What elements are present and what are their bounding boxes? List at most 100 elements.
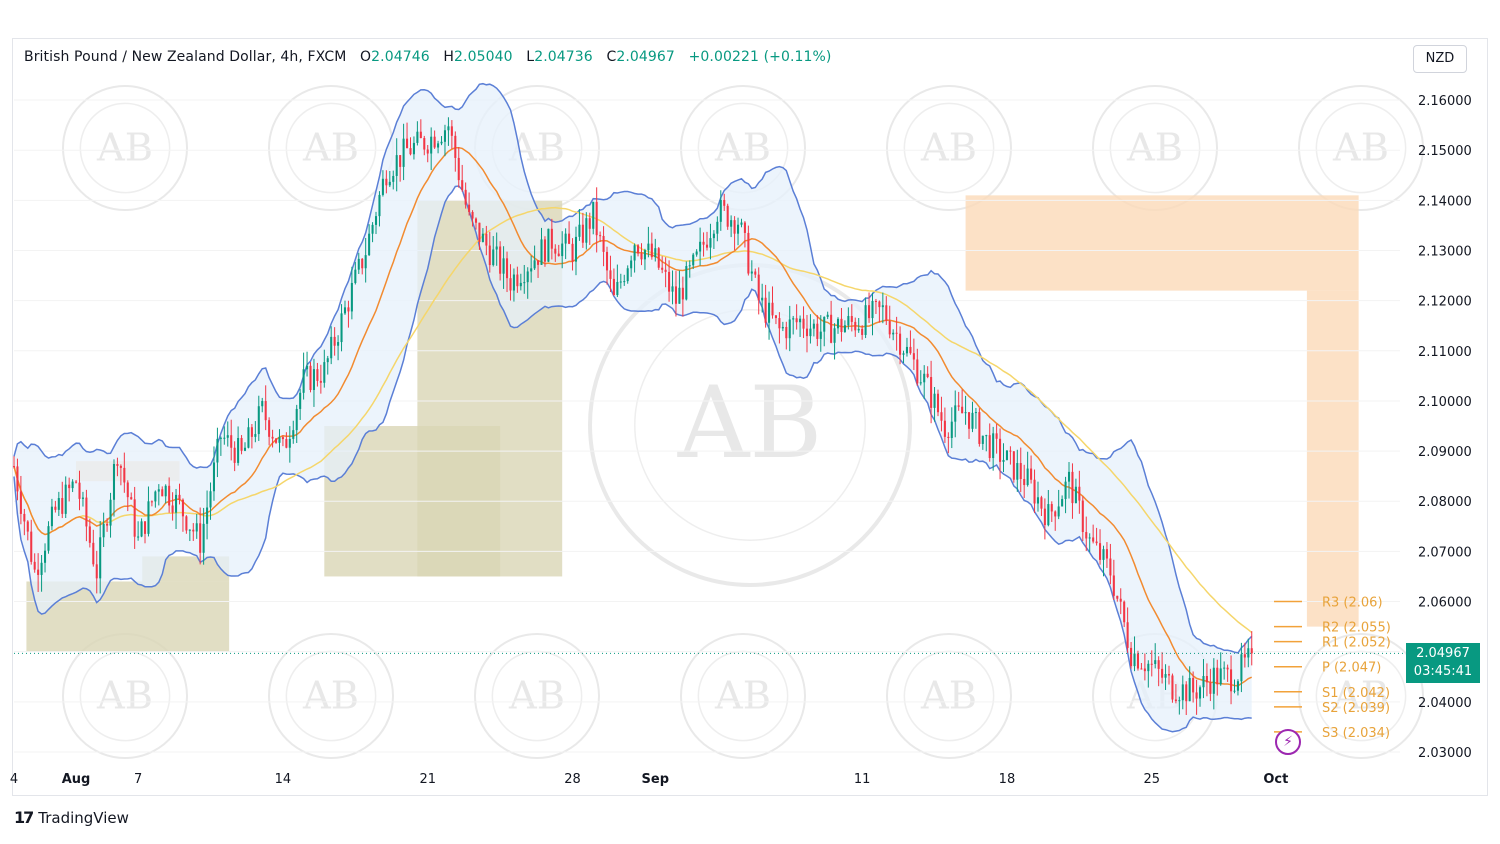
candle-body <box>864 305 867 335</box>
candle-body <box>1019 463 1022 480</box>
candle-body <box>992 433 995 459</box>
candle-body <box>774 315 777 319</box>
candle-body <box>116 464 119 466</box>
candle-body <box>695 251 698 255</box>
candle-body <box>692 254 695 266</box>
y-tick-label: 2.06000 <box>1418 596 1472 611</box>
candle-body <box>188 529 191 531</box>
candle-body <box>554 248 557 254</box>
watermark-logo: AB <box>920 125 977 170</box>
candle-body <box>547 228 550 262</box>
candle-body <box>199 523 202 553</box>
candle-body <box>847 316 850 326</box>
candle-body <box>488 245 491 266</box>
candle-body <box>1005 450 1008 460</box>
candle-body <box>1023 479 1026 486</box>
candle-body <box>799 318 802 323</box>
candle-body <box>509 278 512 291</box>
candle-body <box>1192 677 1195 693</box>
candle-body <box>261 401 264 407</box>
candle-body <box>1119 598 1122 602</box>
candle-body <box>316 369 319 381</box>
candle-body <box>206 507 209 524</box>
candle-body <box>985 435 988 437</box>
candle-body <box>54 506 57 510</box>
candle-body <box>254 434 257 437</box>
candle-body <box>1061 499 1064 507</box>
candle-body <box>1043 508 1046 526</box>
candle-body <box>247 427 250 448</box>
currency-selector[interactable]: NZD <box>1413 45 1467 73</box>
candle-body <box>292 430 295 439</box>
candle-body <box>485 233 488 246</box>
candle-body <box>950 421 953 439</box>
candle-body <box>478 222 481 242</box>
candle-body <box>461 180 464 190</box>
candle-body <box>57 498 60 510</box>
brand-name: TradingView <box>38 808 129 827</box>
candle-body <box>326 358 329 363</box>
candle-body <box>499 246 502 274</box>
watermark-logo: AB <box>714 125 771 170</box>
candle-body <box>1012 451 1015 480</box>
candle-body <box>1136 653 1140 669</box>
candle-body <box>1105 549 1108 559</box>
y-tick-label: 2.08000 <box>1418 495 1472 510</box>
candle-body <box>1167 674 1171 676</box>
candle-body <box>1230 669 1233 692</box>
candle-body <box>1174 699 1177 702</box>
candle-body <box>557 253 560 257</box>
candle-body <box>371 224 374 234</box>
candle-body <box>240 438 243 451</box>
candle-body <box>674 286 678 304</box>
candle-body <box>12 466 16 468</box>
candle-body <box>175 494 178 513</box>
candle-body <box>899 333 902 355</box>
candle-body <box>1009 450 1012 452</box>
candle-body <box>954 405 957 422</box>
lightning-icon[interactable]: ⚡ <box>1275 729 1301 755</box>
candle-body <box>537 260 540 265</box>
candle-body <box>92 542 95 565</box>
candle-body <box>202 523 205 553</box>
candle-body <box>388 181 391 186</box>
watermark-ring <box>268 633 394 759</box>
candle-body <box>1143 668 1146 672</box>
watermark-ring <box>62 85 188 211</box>
candle-body <box>716 221 719 234</box>
candle-body <box>505 258 509 279</box>
candle-body <box>285 439 288 448</box>
candle-body <box>106 523 109 526</box>
y-tick-label: 2.04000 <box>1418 696 1472 711</box>
candle-layer <box>12 117 1253 716</box>
candle-body <box>168 485 171 506</box>
candle-body <box>561 243 564 257</box>
candle-body <box>433 136 436 148</box>
candle-body <box>1092 537 1095 542</box>
candle-body <box>1078 486 1081 501</box>
candle-body <box>223 437 226 439</box>
candle-body <box>171 505 174 513</box>
x-tick-label: 7 <box>134 772 142 787</box>
candle-body <box>637 245 640 254</box>
candle-body <box>685 266 688 300</box>
candle-body <box>43 550 47 563</box>
candle-body <box>750 271 753 274</box>
candle-body <box>447 126 450 131</box>
y-tick-label: 2.16000 <box>1418 94 1472 109</box>
candle-body <box>1243 654 1246 658</box>
candle-body <box>1202 675 1205 688</box>
x-tick-label: 25 <box>1143 772 1160 787</box>
y-axis: 2.16000 2.15000 2.14000 2.13000 2.12000 2.110… <box>1418 94 1472 761</box>
candle-body <box>126 482 129 498</box>
candle-body <box>816 323 819 339</box>
candle-body <box>823 316 826 332</box>
candle-body <box>868 305 871 319</box>
candle-body <box>764 297 767 323</box>
candle-body <box>50 506 53 527</box>
candle-body <box>747 232 750 274</box>
candle-body <box>516 274 519 287</box>
candle-body <box>1030 468 1033 480</box>
footer-brand[interactable]: 17 TradingView <box>14 808 129 827</box>
